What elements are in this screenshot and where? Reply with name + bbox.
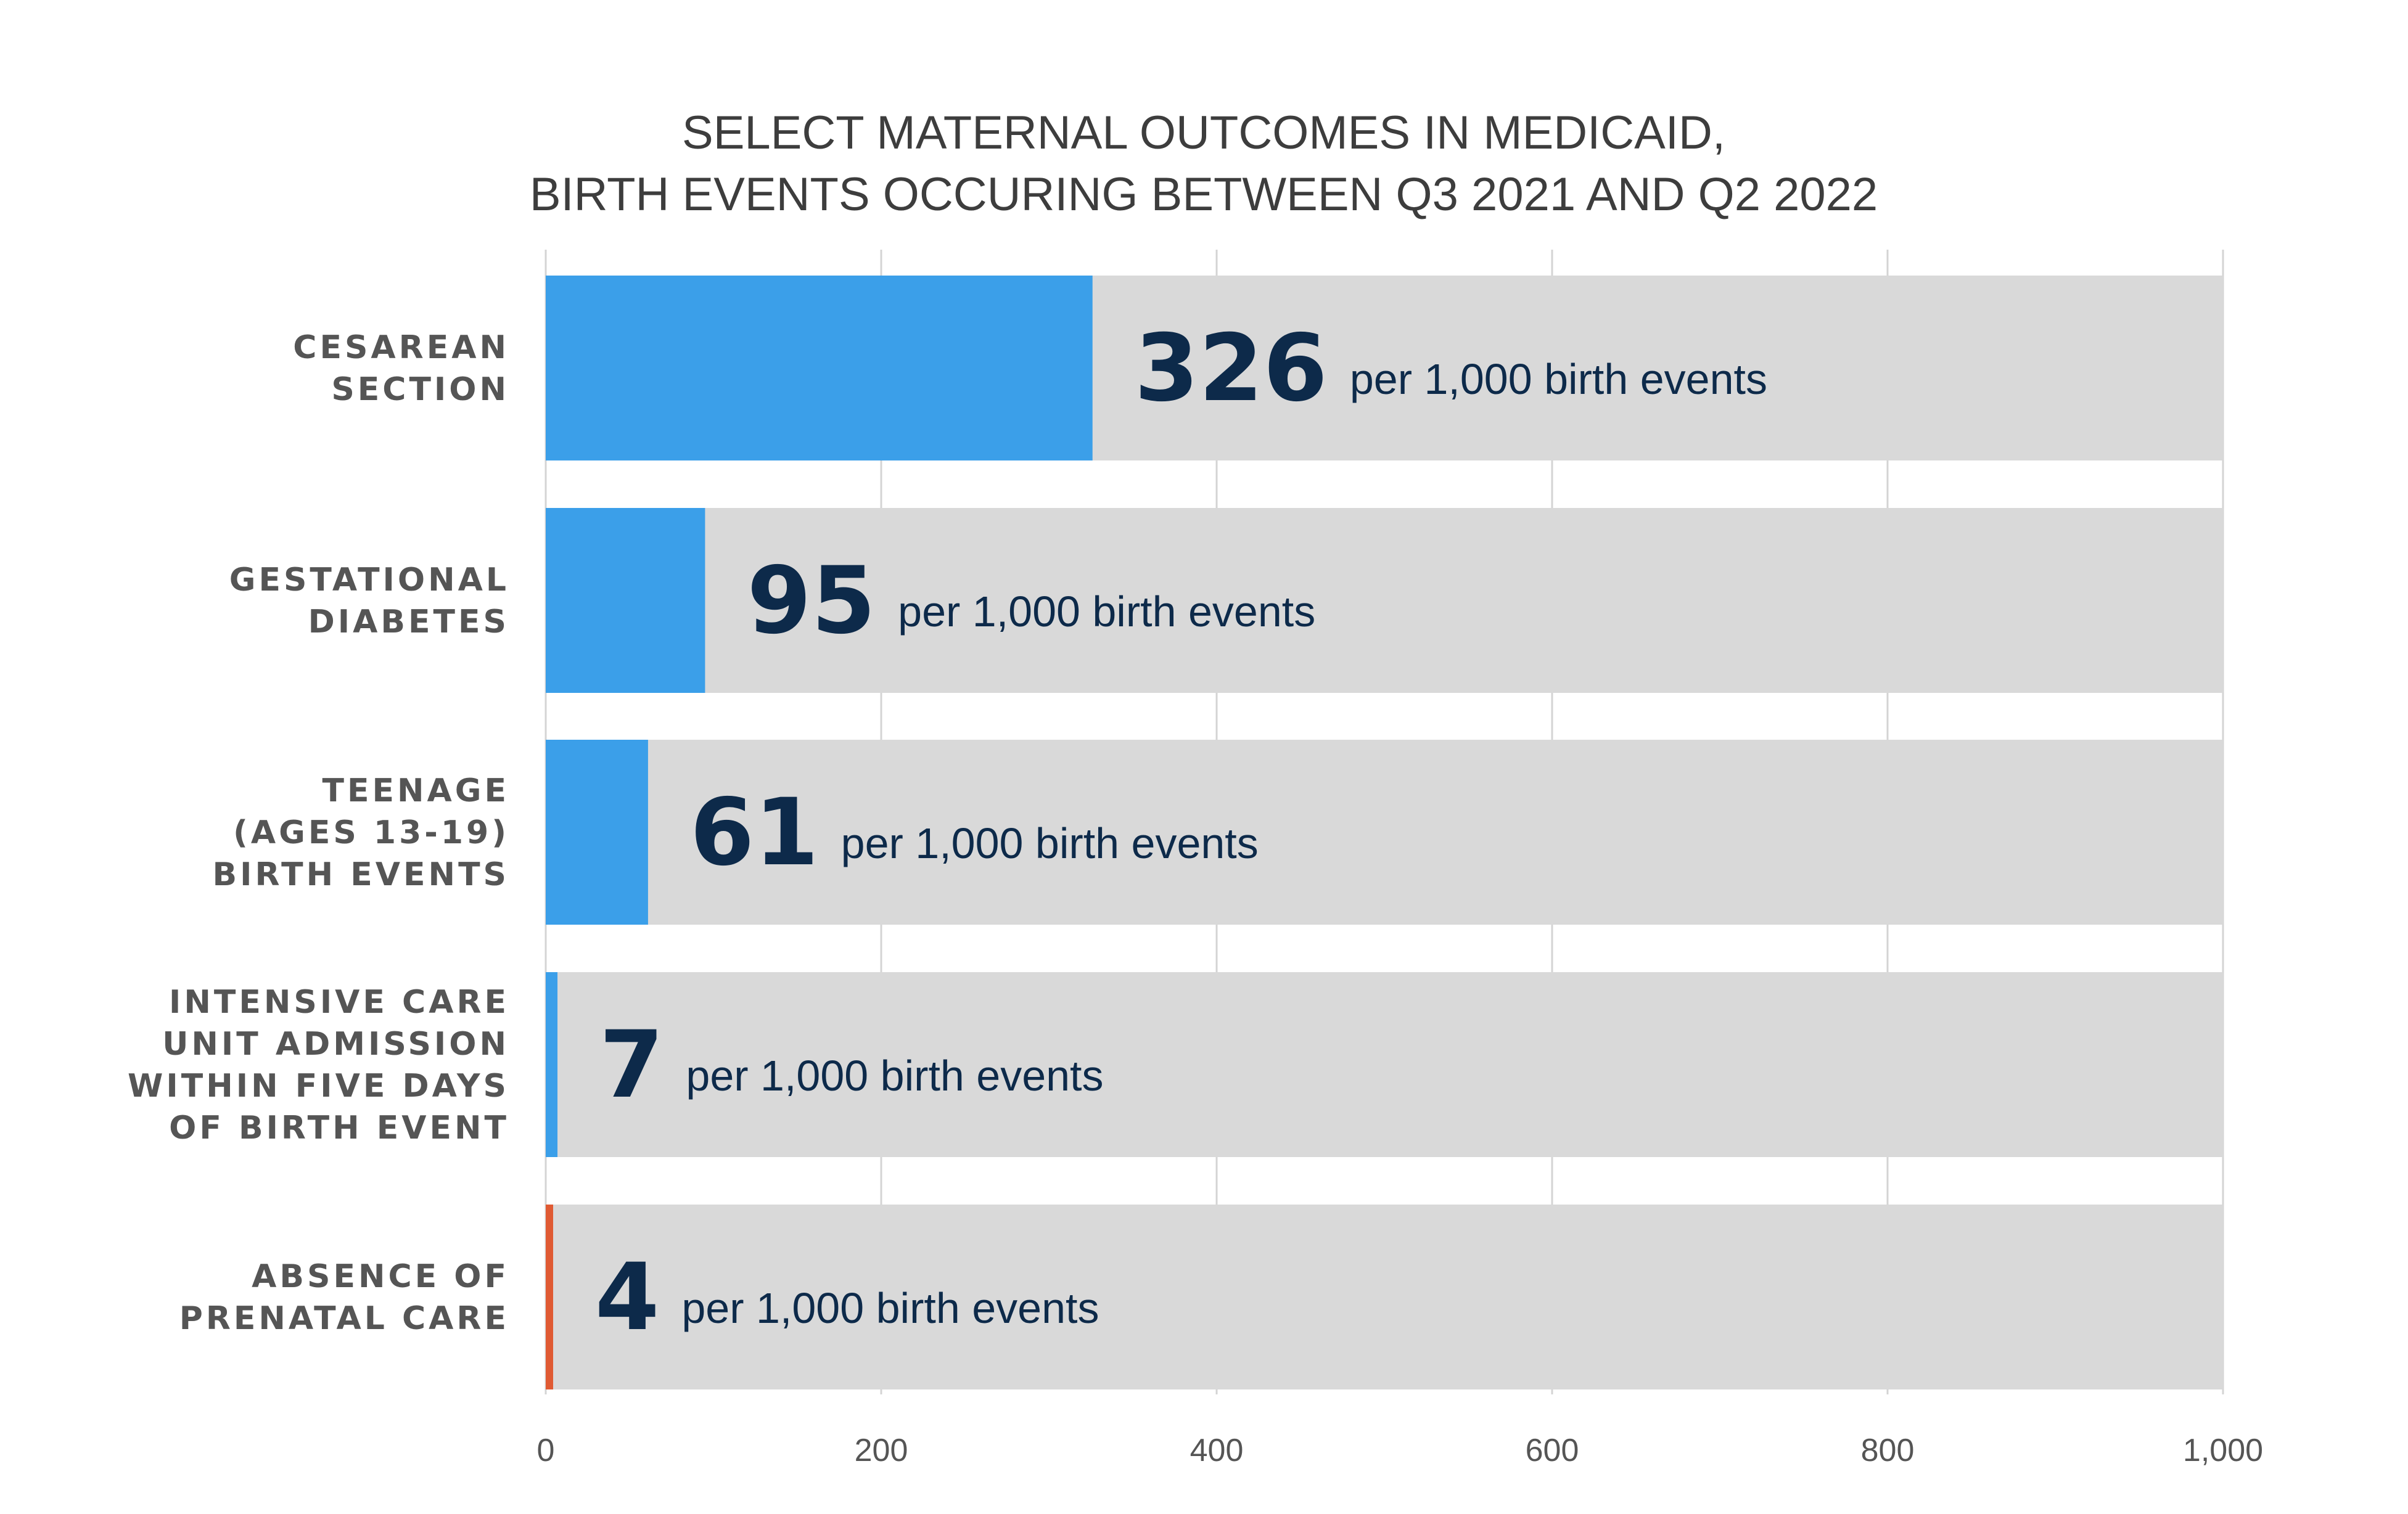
bar [546,972,558,1157]
category-labels: CESAREAN SECTION GESTATIONAL DIABETES TEENAG… [128,329,509,1337]
data-label-value: 95 [747,547,876,655]
category-label: CESAREAN [293,329,509,366]
x-tick-label: 1,000 [2183,1433,2263,1468]
data-label-unit: per 1,000 birth events [898,587,1315,636]
bar [546,508,705,693]
chart-title-line: BIRTH EVENTS OCCURING BETWEEN Q3 2021 AN… [530,168,1878,221]
x-tick-label: 800 [1861,1433,1915,1468]
bar [546,1205,553,1389]
bar [546,276,1093,460]
x-tick-label: 0 [537,1433,555,1468]
x-tick-label: 600 [1526,1433,1579,1468]
bars: 326 per 1,000 birth events 95 per 1,000 bir… [546,276,2223,1389]
x-tick-label: 400 [1190,1433,1244,1468]
category-label: SECTION [331,371,509,408]
category-label: WITHIN FIVE DAYS [128,1068,509,1105]
bar-track [546,508,2223,693]
chart-title-line: SELECT MATERNAL OUTCOMES IN MEDICAID, [682,107,1725,159]
category-label: GESTATIONAL [229,562,509,599]
category-label: OF BIRTH EVENT [169,1110,509,1147]
data-label-value: 7 [599,1012,664,1119]
data-label-unit: per 1,000 birth events [841,819,1259,867]
data-label-value: 61 [690,779,819,886]
bar [546,740,648,925]
data-label-unit: per 1,000 birth events [1350,355,1767,403]
bar-track [546,740,2223,925]
data-label-unit: per 1,000 birth events [681,1284,1099,1332]
data-label-value: 326 [1135,315,1328,422]
category-label: DIABETES [308,604,509,640]
bar-track [546,1205,2223,1389]
category-label: INTENSIVE CARE [169,984,509,1021]
data-label-value: 4 [595,1244,659,1351]
x-tick-label: 200 [855,1433,908,1468]
chart-title: SELECT MATERNAL OUTCOMES IN MEDICAID, BIR… [530,107,1878,221]
category-label: PRENATAL CARE [179,1300,509,1337]
category-label: (AGES 13-19) [233,814,509,851]
data-label-unit: per 1,000 birth events [686,1052,1103,1100]
category-label: TEENAGE [323,772,509,809]
category-label: UNIT ADMISSION [162,1026,509,1063]
bar-track [546,972,2223,1157]
x-axis-ticks: 0 200 400 600 800 1,000 [537,1433,2264,1468]
category-label: ABSENCE OF [252,1258,509,1295]
category-label: BIRTH EVENTS [212,856,509,893]
